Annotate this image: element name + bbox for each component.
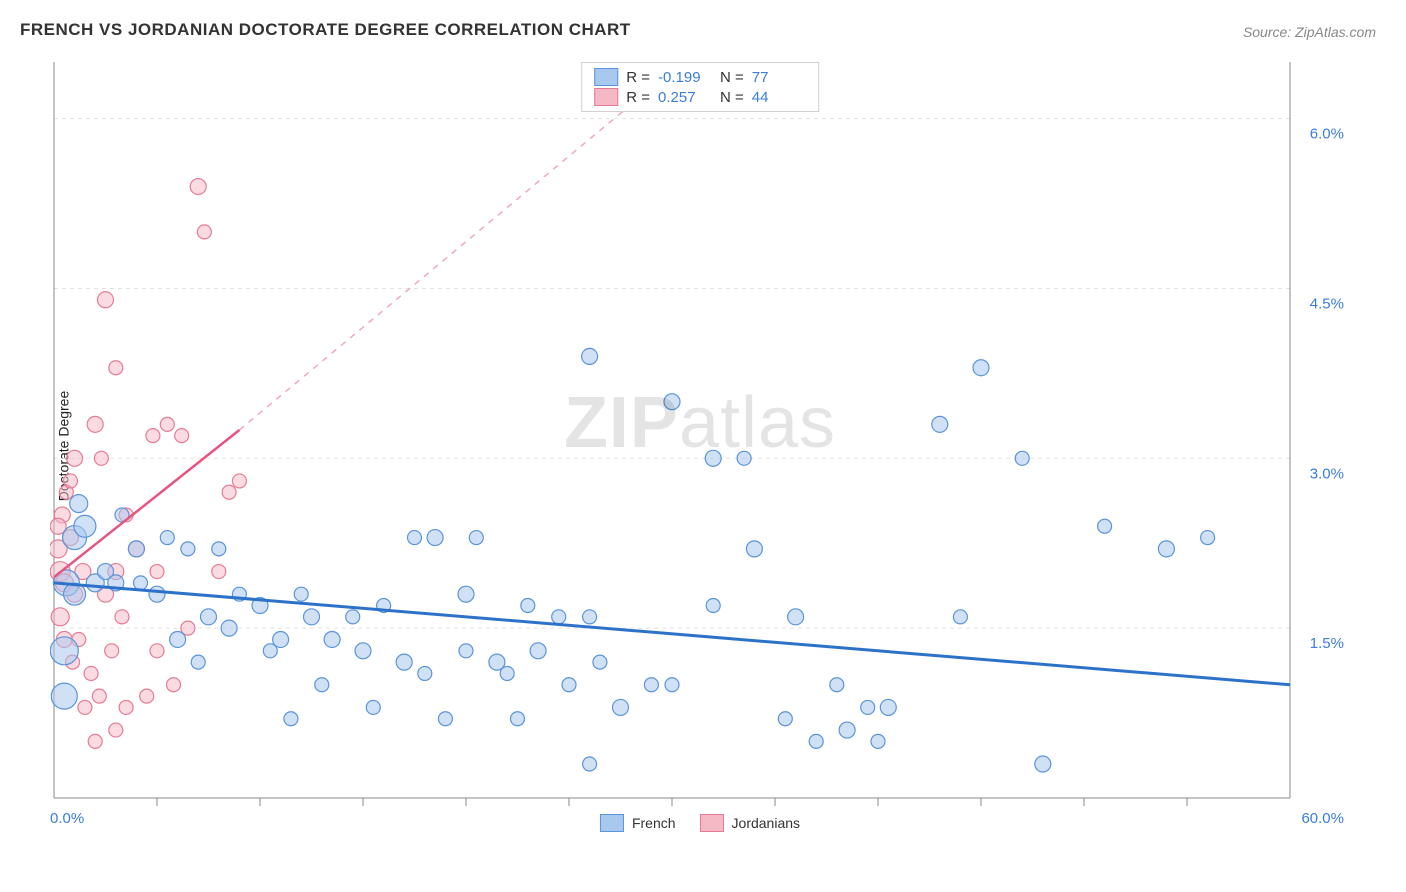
svg-text:4.5%: 4.5% — [1310, 295, 1344, 312]
legend-label-jordanians: Jordanians — [732, 815, 801, 831]
series-legend: French Jordanians — [600, 814, 800, 832]
legend-n-value-jordanians: 44 — [752, 89, 806, 106]
legend-swatch-jordanians — [594, 88, 618, 106]
legend-item-french: French — [600, 814, 676, 832]
legend-r-label: R = — [626, 69, 650, 86]
legend-r-label: R = — [626, 89, 650, 106]
chart-area: 1.5%3.0%4.5%6.0% ZIPatlas R = -0.199 N =… — [50, 58, 1350, 834]
chart-svg: 1.5% 3.0% 4.5% 6.0% — [50, 58, 1350, 834]
legend-row-jordanians: R = 0.257 N = 44 — [582, 87, 818, 107]
svg-text:6.0%: 6.0% — [1310, 126, 1344, 143]
x-axis-start: 0.0% — [50, 810, 84, 827]
correlation-legend: R = -0.199 N = 77 R = 0.257 N = 44 — [581, 62, 819, 112]
source-label: Source: ZipAtlas.com — [1243, 24, 1376, 40]
legend-r-value-french: -0.199 — [658, 69, 712, 86]
legend-swatch-french — [594, 68, 618, 86]
legend-row-french: R = -0.199 N = 77 — [582, 67, 818, 87]
legend-n-value-french: 77 — [752, 69, 806, 86]
svg-text:1.5%: 1.5% — [1310, 635, 1344, 652]
legend-label-french: French — [632, 815, 676, 831]
chart-title: FRENCH VS JORDANIAN DOCTORATE DEGREE COR… — [20, 20, 631, 40]
x-axis-end: 60.0% — [1301, 810, 1344, 827]
svg-text:3.0%: 3.0% — [1310, 465, 1344, 482]
legend-n-label: N = — [720, 69, 744, 86]
legend-n-label: N = — [720, 89, 744, 106]
legend-swatch-french — [600, 814, 624, 832]
legend-r-value-jordanians: 0.257 — [658, 89, 712, 106]
legend-item-jordanians: Jordanians — [700, 814, 801, 832]
legend-swatch-jordanians — [700, 814, 724, 832]
